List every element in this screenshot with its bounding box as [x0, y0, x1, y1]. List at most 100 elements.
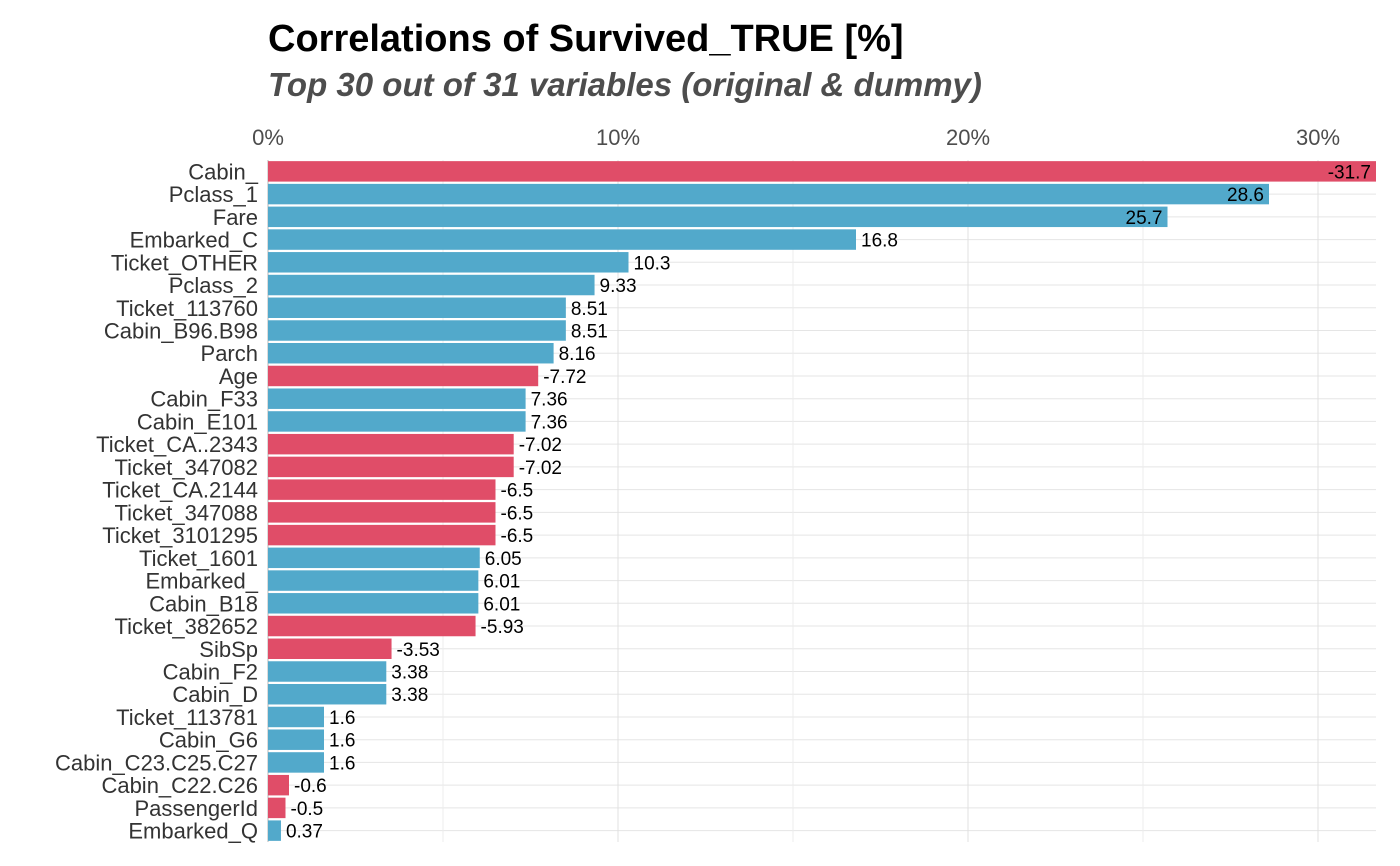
value-label: -5.93: [481, 617, 524, 638]
bars: [268, 161, 1376, 841]
category-label: Cabin_: [188, 159, 258, 184]
bar: [268, 684, 387, 705]
bar: [268, 161, 1376, 182]
category-label: Fare: [213, 205, 258, 230]
category-label: SibSp: [199, 637, 258, 662]
category-label: Ticket_113781: [116, 705, 258, 730]
category-label: Cabin_B18: [149, 591, 258, 616]
value-label: 1.6: [329, 708, 355, 729]
bar: [268, 547, 480, 569]
bar: [268, 183, 1269, 205]
category-label: Ticket_1601: [139, 546, 258, 571]
x-tick-label: 10%: [596, 125, 640, 150]
category-label: Cabin_F2: [163, 660, 258, 685]
bar: [268, 774, 289, 796]
value-label: -7.02: [519, 458, 562, 479]
bar: [268, 320, 566, 341]
bar: [268, 229, 856, 250]
value-label: 3.38: [391, 685, 428, 706]
bar: [268, 433, 514, 455]
value-label: 28.6: [1227, 185, 1264, 206]
value-label: -0.5: [291, 799, 324, 820]
category-label: Cabin_B96.B98: [104, 319, 258, 344]
value-label: -6.5: [501, 526, 534, 547]
value-label: -0.6: [294, 776, 327, 797]
bar: [268, 411, 526, 432]
chart-title: Correlations of Survived_TRUE [%]: [268, 18, 904, 60]
bar: [268, 820, 281, 841]
value-label: 8.16: [559, 344, 596, 365]
category-label: Ticket_OTHER: [111, 250, 258, 275]
category-label: Cabin_F33: [150, 387, 258, 412]
bar: [268, 661, 387, 682]
value-label: 8.51: [571, 299, 608, 320]
category-label: Ticket_347088: [114, 500, 258, 525]
category-label: Parch: [201, 341, 258, 366]
value-label: 6.01: [483, 594, 520, 615]
value-label: -6.5: [501, 503, 534, 524]
bar: [268, 252, 629, 273]
value-label: 6.05: [485, 549, 522, 570]
category-label: Ticket_347082: [114, 455, 258, 480]
value-label: -6.5: [501, 481, 534, 502]
bar: [268, 297, 566, 318]
value-label: 3.38: [391, 663, 428, 684]
value-label: -31.7: [1328, 162, 1371, 183]
category-label: Ticket_113760: [116, 296, 258, 321]
value-label: 0.37: [286, 822, 323, 843]
bar: [268, 729, 324, 750]
category-label: Cabin_C23.C25.C27: [55, 750, 258, 775]
bar: [268, 206, 1168, 228]
category-label: Embarked_C: [130, 228, 259, 253]
value-label: -7.72: [543, 367, 586, 388]
value-label: -7.02: [519, 435, 562, 456]
bar: [268, 797, 286, 819]
bar: [268, 502, 496, 523]
bar: [268, 593, 479, 614]
category-label: PassengerId: [134, 796, 258, 821]
bar: [268, 524, 496, 546]
bar: [268, 343, 554, 364]
category-label: Cabin_C22.C26: [101, 773, 258, 798]
value-label: 7.36: [531, 390, 568, 411]
category-label: Pclass_1: [169, 182, 258, 207]
bar: [268, 615, 476, 637]
bar: [268, 274, 595, 296]
bar: [268, 365, 539, 387]
category-label: Ticket_CA.2144: [102, 478, 258, 503]
value-label: 1.6: [329, 753, 355, 774]
bar: [268, 570, 479, 591]
category-label: Embarked_Q: [128, 819, 258, 844]
value-label: 16.8: [861, 231, 898, 252]
x-tick-label: 0%: [252, 125, 284, 150]
bar: [268, 479, 496, 500]
bar: [268, 456, 514, 478]
bar: [268, 638, 392, 659]
x-axis-ticks: 0% 10% 20% 30%: [252, 125, 1340, 150]
value-label: 8.51: [571, 322, 608, 343]
category-label: Age: [219, 364, 258, 389]
category-label: Cabin_G6: [159, 728, 258, 753]
x-tick-label: 20%: [946, 125, 990, 150]
bar: [268, 706, 324, 728]
value-label: -3.53: [397, 640, 440, 661]
value-label: 7.36: [531, 412, 568, 433]
value-labels: -31.728.625.716.810.39.338.518.518.16-7.…: [286, 162, 1371, 842]
category-label: Pclass_2: [169, 273, 258, 298]
category-label: Cabin_E101: [137, 409, 258, 434]
x-tick-label: 30%: [1296, 125, 1340, 150]
bar: [268, 752, 324, 773]
value-label: 1.6: [329, 731, 355, 752]
category-label: Cabin_D: [172, 682, 258, 707]
value-label: 6.01: [483, 572, 520, 593]
bar: [268, 388, 526, 409]
category-label: Ticket_382652: [114, 614, 258, 639]
category-label: Ticket_3101295: [102, 523, 258, 548]
chart-subtitle: Top 30 out of 31 variables (original & d…: [268, 66, 982, 103]
value-label: 9.33: [600, 276, 637, 297]
value-label: 25.7: [1126, 208, 1163, 229]
category-label: Embarked_: [145, 569, 258, 594]
category-labels: Cabin_Pclass_1FareEmbarked_CTicket_OTHER…: [55, 159, 259, 843]
category-label: Ticket_CA..2343: [96, 432, 258, 457]
